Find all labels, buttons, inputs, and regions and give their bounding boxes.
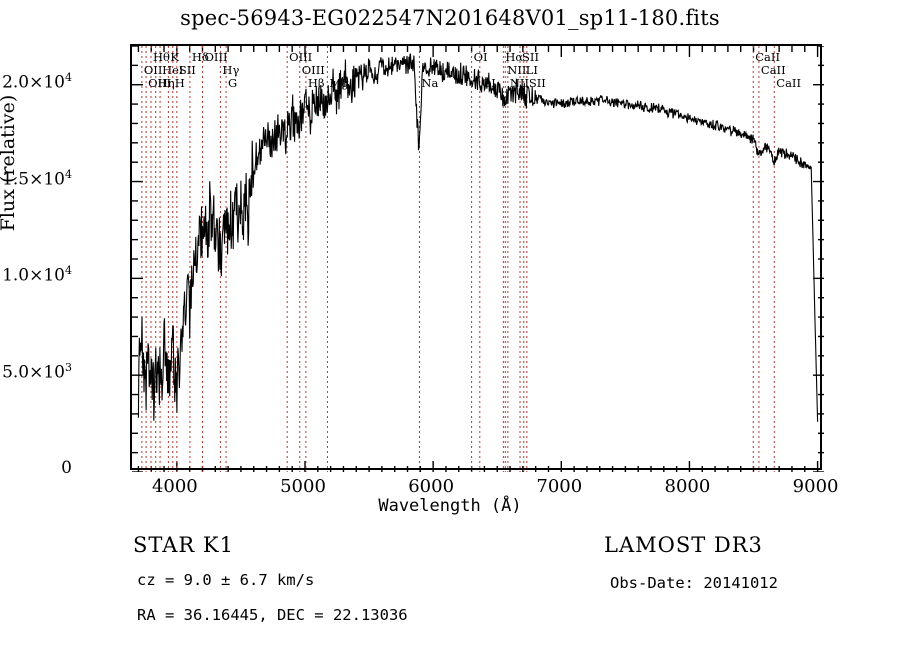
spectral-line-label: CaII	[776, 76, 802, 90]
spectral-line-label: HeI	[162, 63, 184, 77]
spectral-line-label: Hγ	[222, 63, 240, 77]
x-axis-label: Wavelength (Å)	[378, 496, 522, 516]
spectral-line-label: Hθ	[152, 50, 170, 64]
spectral-line-label: NII	[509, 76, 529, 90]
coordinates: RA = 36.16445, DEC = 22.13036	[137, 606, 408, 624]
x-tick-label: 6000	[408, 476, 455, 497]
spectral-line-label: NII	[507, 63, 527, 77]
plot-canvas	[132, 46, 824, 472]
y-tick-label: 1.0×104	[2, 264, 72, 287]
spectral-line-label: Hβ	[307, 76, 325, 90]
spectral-line-label: Hα	[505, 50, 524, 64]
spectral-line-label: G	[228, 76, 238, 90]
spectral-line-label: Mg	[329, 76, 349, 90]
y-tick-label: 1.5×104	[2, 167, 72, 190]
x-tick-label: 9000	[792, 476, 839, 497]
spectral-line-label: SII	[178, 63, 196, 77]
redshift-value: cz = 9.0 ± 6.7 km/s	[137, 571, 315, 589]
spectral-line-label: Hδ	[191, 50, 209, 64]
x-tick-label: 8000	[664, 476, 711, 497]
plot-area: OII OIII Hθ Hη HeI K H SII Hδ OIII Hγ G OIII OIII Hβ Mg…	[130, 44, 824, 472]
observation-date: Obs-Date: 20141012	[610, 574, 778, 592]
spectral-line-label: OIII	[204, 50, 228, 64]
x-tick-label: 5000	[280, 476, 326, 497]
x-tick-label: 4000	[151, 476, 198, 497]
figure-title: spec-56943-EG022547N201648V01_sp11-180.f…	[180, 6, 720, 30]
spectral-line-label: OI	[481, 76, 496, 90]
y-tick-label: 2.0×104	[2, 70, 72, 93]
spectral-line-label: OIII	[301, 63, 325, 77]
spectral-line-label: SII	[528, 76, 546, 90]
object-type: STAR K1	[133, 533, 234, 557]
spectral-line-label: CaII	[760, 63, 786, 77]
survey-name: LAMOST DR3	[604, 533, 763, 557]
spectral-line-label: LI	[525, 63, 538, 77]
spectral-line-label: SII	[522, 50, 539, 64]
spectral-line-label: CaII	[755, 50, 780, 64]
spectral-line-label: H	[174, 76, 185, 90]
spectral-line-label: OII	[143, 63, 163, 77]
spectral-line-label: K	[170, 50, 179, 64]
x-tick-label: 7000	[536, 476, 583, 497]
spectral-line-label: OIII	[289, 50, 313, 64]
spectral-line-label: Hη	[157, 76, 175, 90]
spectral-line-label: OIII	[148, 76, 172, 90]
spectral-line-label: Na	[421, 76, 439, 90]
y-tick-label: 5.0×103	[2, 361, 72, 383]
spectral-line-label: OI	[473, 50, 488, 64]
y-tick-label: 0	[61, 458, 72, 478]
